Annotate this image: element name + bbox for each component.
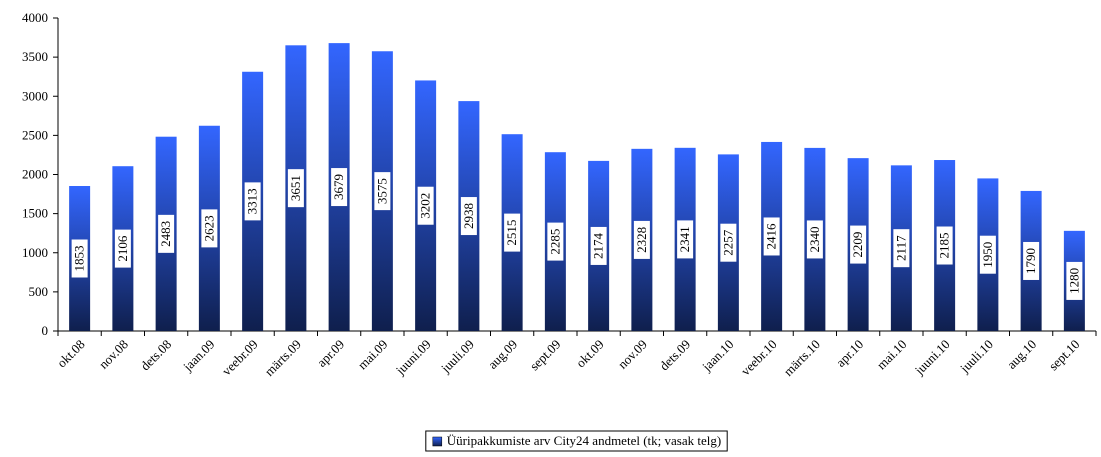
value-label-box <box>547 222 564 261</box>
y-tick-label: 2000 <box>22 167 48 182</box>
x-tick-label: märts.10 <box>780 337 823 380</box>
x-tick-label: mai.09 <box>355 337 391 373</box>
value-label: 2341 <box>677 226 692 252</box>
value-label-box <box>633 220 650 259</box>
x-tick-label: jaan.10 <box>698 337 736 375</box>
value-label: 2938 <box>461 203 476 229</box>
y-tick-label: 3500 <box>22 49 48 64</box>
legend-box <box>425 430 728 452</box>
value-label: 2209 <box>850 232 865 258</box>
x-tick-label: apr.09 <box>314 337 347 370</box>
value-label-box <box>71 239 88 278</box>
value-label: 2185 <box>937 233 952 259</box>
value-label: 2623 <box>201 215 216 241</box>
value-label-box <box>677 220 694 259</box>
value-label: 2483 <box>158 221 173 247</box>
value-label: 2117 <box>893 235 908 261</box>
y-tick-label: 0 <box>42 323 49 338</box>
value-label-box <box>806 220 823 259</box>
value-label-box <box>244 182 261 221</box>
value-label: 3651 <box>288 175 303 201</box>
value-label: 1790 <box>1023 248 1038 274</box>
value-label: 3575 <box>374 178 389 204</box>
x-tick-label: dets.08 <box>137 337 174 374</box>
value-label-box <box>850 225 867 264</box>
value-label: 3679 <box>331 174 346 200</box>
x-tick-label: okt.09 <box>573 337 607 371</box>
x-tick-label: märts.09 <box>261 337 304 380</box>
value-label-box <box>1023 241 1040 280</box>
value-label-box <box>460 197 477 236</box>
value-label: 2174 <box>591 232 606 259</box>
x-tick-label: okt.08 <box>54 337 88 371</box>
value-label: 2106 <box>115 235 130 262</box>
value-label-box <box>287 169 304 208</box>
x-tick-label: veebr.10 <box>738 337 780 379</box>
x-tick-label: juuli.09 <box>437 337 477 377</box>
x-tick-label: dets.09 <box>656 337 693 374</box>
y-tick-label: 1500 <box>22 206 48 221</box>
value-label-box <box>936 226 953 265</box>
value-label: 2285 <box>547 229 562 255</box>
x-tick-label: aug.09 <box>485 337 520 372</box>
value-label-box <box>590 226 607 265</box>
value-label: 2340 <box>807 226 822 252</box>
value-label-box <box>417 186 434 225</box>
value-label: 3313 <box>245 188 260 214</box>
value-label-box <box>201 209 218 248</box>
value-label-box <box>114 229 131 268</box>
x-tick-label: juuni.09 <box>392 337 434 379</box>
y-tick-label: 1000 <box>22 245 48 260</box>
y-tick-label: 4000 <box>22 10 48 25</box>
value-label: 1950 <box>980 242 995 268</box>
value-label: 3202 <box>418 193 433 219</box>
value-label-box <box>893 229 910 268</box>
value-label-box <box>1066 261 1083 300</box>
x-tick-label: mai.10 <box>874 337 910 373</box>
legend: Üüripakkumiste arv City24 andmetel (tk; … <box>425 430 728 452</box>
x-tick-label: aug.10 <box>1004 337 1039 372</box>
value-label: 2328 <box>634 227 649 253</box>
x-tick-label: sept.09 <box>527 337 564 374</box>
y-tick-label: 3000 <box>22 88 48 103</box>
value-label-box <box>331 168 348 207</box>
value-label-box <box>763 217 780 256</box>
x-tick-label: nov.08 <box>96 337 131 372</box>
y-tick-label: 2500 <box>22 127 48 142</box>
y-tick-label: 500 <box>29 284 49 299</box>
x-tick-label: nov.09 <box>615 337 650 372</box>
value-label-box <box>720 223 737 262</box>
value-label: 2515 <box>504 220 519 246</box>
x-tick-label: jaan.09 <box>179 337 217 375</box>
x-tick-label: juuli.10 <box>956 337 996 377</box>
x-tick-label: apr.10 <box>833 337 866 370</box>
value-label-box <box>158 214 175 253</box>
value-label: 1280 <box>1066 268 1081 294</box>
legend-swatch <box>432 436 443 447</box>
legend-label: Üüripakkumiste arv City24 andmetel (tk; … <box>447 433 721 448</box>
x-tick-label: veebr.09 <box>219 337 261 379</box>
value-label-box <box>979 235 996 274</box>
value-label-box <box>504 213 521 252</box>
x-tick-label: sept.10 <box>1046 337 1083 374</box>
value-label: 1853 <box>72 246 87 272</box>
value-label: 2257 <box>720 229 735 256</box>
x-tick-label: juuni.10 <box>911 337 953 379</box>
value-label: 2416 <box>764 223 779 250</box>
value-label-box <box>374 172 391 211</box>
